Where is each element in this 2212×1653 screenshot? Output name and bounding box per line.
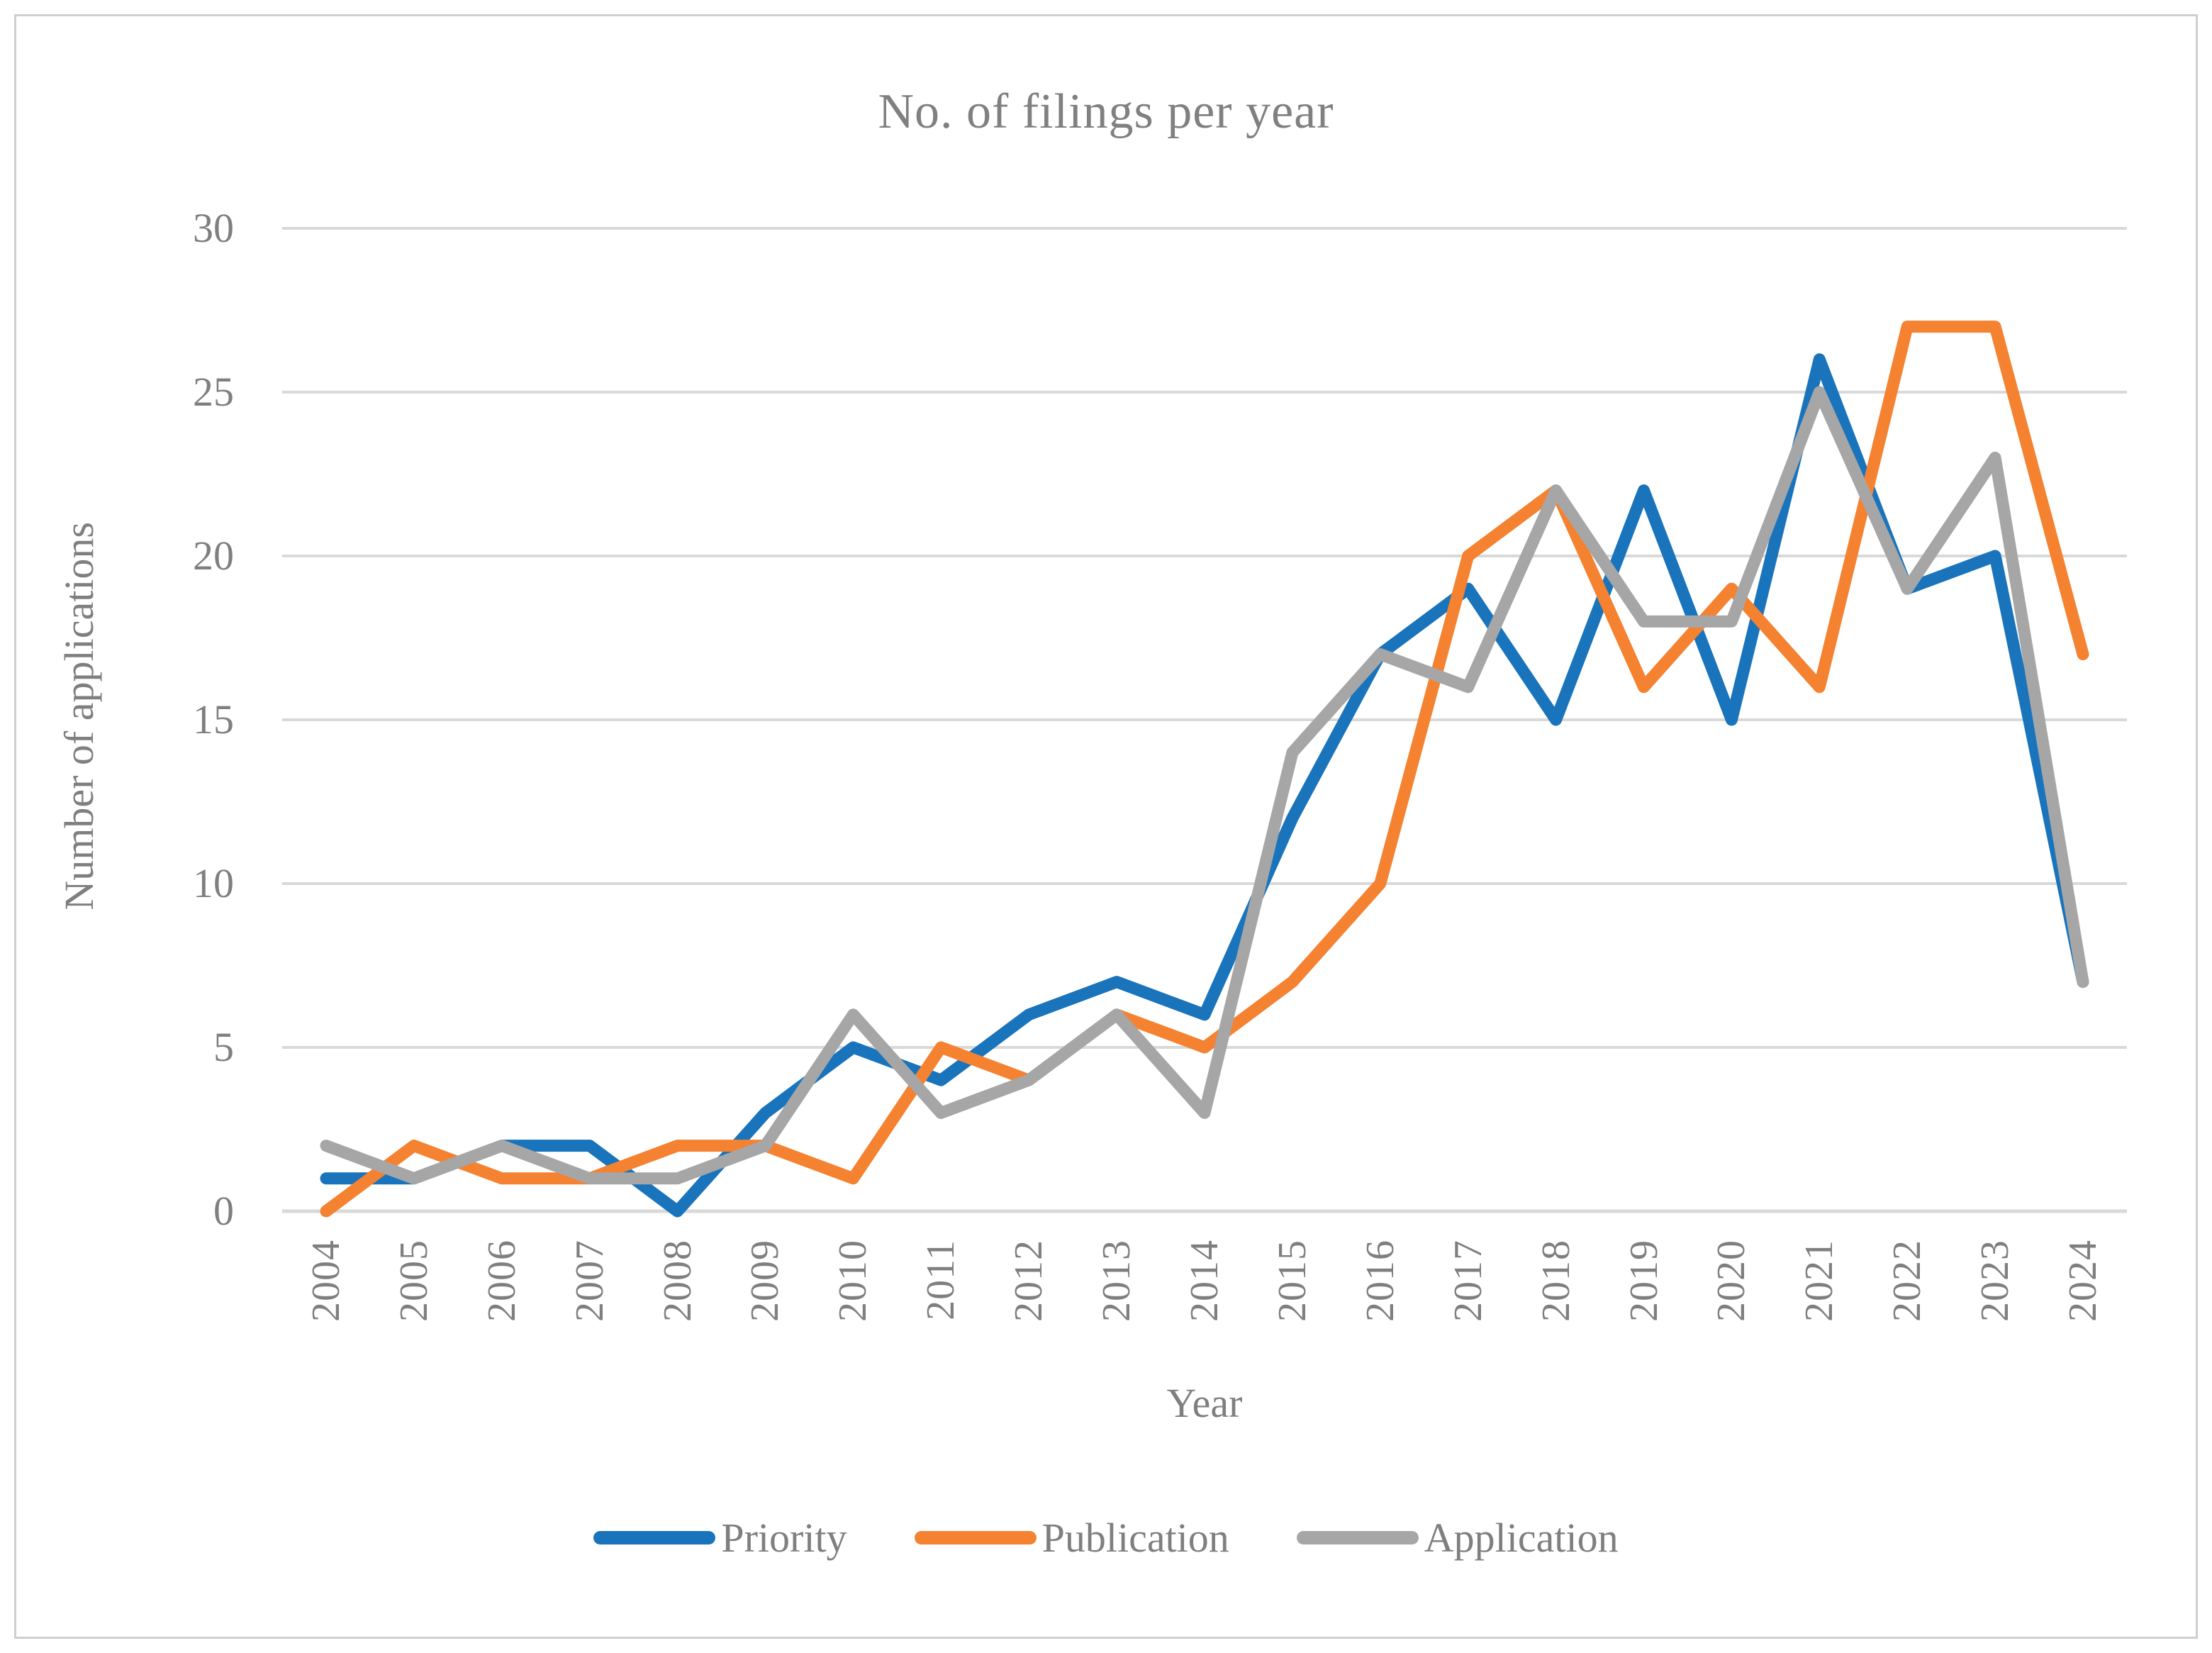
y-tick-label-20: 20 <box>193 533 234 579</box>
x-tick-2022: 2022 <box>1863 1240 1951 1322</box>
legend: Priority Publication Application <box>0 1514 2212 1562</box>
x-tick-label-2004: 2004 <box>303 1240 348 1322</box>
x-tick-2024: 2024 <box>2039 1240 2127 1322</box>
x-tick-2013: 2013 <box>1073 1240 1161 1322</box>
x-tick-label-2019: 2019 <box>1621 1240 1666 1322</box>
publication-line <box>320 321 2089 1218</box>
x-axis-title: Year <box>1166 1380 1243 1426</box>
x-tick-label-2007: 2007 <box>567 1240 612 1322</box>
x-tick-label-2016: 2016 <box>1358 1240 1402 1322</box>
y-tick-label-0: 0 <box>213 1188 234 1234</box>
y-tick-label-10: 10 <box>193 860 234 906</box>
x-tick-2017: 2017 <box>1424 1240 1512 1322</box>
x-tick-2010: 2010 <box>809 1240 897 1322</box>
x-tick-2019: 2019 <box>1600 1240 1688 1322</box>
x-tick-2006: 2006 <box>458 1240 546 1322</box>
y-axis-title-text: Number of applications <box>56 522 102 911</box>
x-tick-label-2014: 2014 <box>1183 1240 1227 1322</box>
plot-area <box>282 227 2127 1218</box>
x-tick-label-2023: 2023 <box>1973 1240 2018 1322</box>
figure-border <box>14 14 2198 1639</box>
y-tick-label-5: 5 <box>213 1024 234 1070</box>
x-tick-2016: 2016 <box>1336 1240 1424 1322</box>
priority-line <box>320 353 2089 1218</box>
x-tick-label-2017: 2017 <box>1446 1240 1490 1322</box>
x-tick-label-2022: 2022 <box>1885 1240 1930 1322</box>
legend-item-publication: Publication <box>914 1514 1229 1562</box>
x-tick-2023: 2023 <box>1951 1240 2039 1322</box>
x-axis-ticks: 2004 2005 2006 2007 2008 2009 2010 2011 2012 2013… <box>282 1240 2127 1322</box>
x-tick-label-2015: 2015 <box>1270 1240 1314 1322</box>
x-tick-2012: 2012 <box>985 1240 1073 1322</box>
x-tick-2004: 2004 <box>282 1240 370 1322</box>
y-tick-label-30: 30 <box>193 205 234 251</box>
x-tick-2007: 2007 <box>546 1240 634 1322</box>
x-tick-label-2020: 2020 <box>1709 1240 1754 1322</box>
plot-svg <box>282 227 2127 1218</box>
x-tick-2011: 2011 <box>897 1240 985 1322</box>
x-tick-2018: 2018 <box>1512 1240 1600 1322</box>
x-tick-label-2010: 2010 <box>831 1240 876 1322</box>
publication-swatch <box>914 1531 1037 1545</box>
x-tick-2009: 2009 <box>722 1240 810 1322</box>
x-tick-label-2018: 2018 <box>1534 1240 1578 1322</box>
x-tick-label-2012: 2012 <box>1007 1240 1051 1322</box>
x-tick-label-2005: 2005 <box>391 1240 436 1322</box>
x-tick-2020: 2020 <box>1688 1240 1776 1322</box>
chart-title: No. of filings per year <box>878 84 1334 139</box>
x-tick-2014: 2014 <box>1161 1240 1249 1322</box>
x-tick-2005: 2005 <box>370 1240 458 1322</box>
y-tick-label-15: 15 <box>193 696 234 742</box>
x-tick-label-2013: 2013 <box>1095 1240 1139 1322</box>
x-tick-2008: 2008 <box>634 1240 722 1322</box>
y-axis-title: Number of applications <box>55 397 103 1035</box>
y-tick-label-25: 25 <box>193 369 234 415</box>
x-tick-label-2006: 2006 <box>479 1240 524 1322</box>
x-tick-label-2024: 2024 <box>2061 1240 2106 1322</box>
x-tick-label-2008: 2008 <box>655 1240 700 1322</box>
application-line <box>320 386 2089 1185</box>
x-tick-label-2011: 2011 <box>919 1240 963 1320</box>
legend-item-application: Application <box>1296 1514 1619 1562</box>
x-tick-2015: 2015 <box>1249 1240 1336 1322</box>
application-swatch <box>1296 1531 1419 1545</box>
x-tick-2021: 2021 <box>1775 1240 1863 1322</box>
legend-item-priority: Priority <box>593 1514 847 1562</box>
priority-swatch <box>593 1531 716 1545</box>
priority-label: Priority <box>721 1515 847 1561</box>
application-label: Application <box>1424 1515 1619 1561</box>
x-tick-label-2021: 2021 <box>1797 1240 1842 1322</box>
publication-label: Publication <box>1041 1515 1229 1561</box>
x-tick-label-2009: 2009 <box>743 1240 788 1322</box>
